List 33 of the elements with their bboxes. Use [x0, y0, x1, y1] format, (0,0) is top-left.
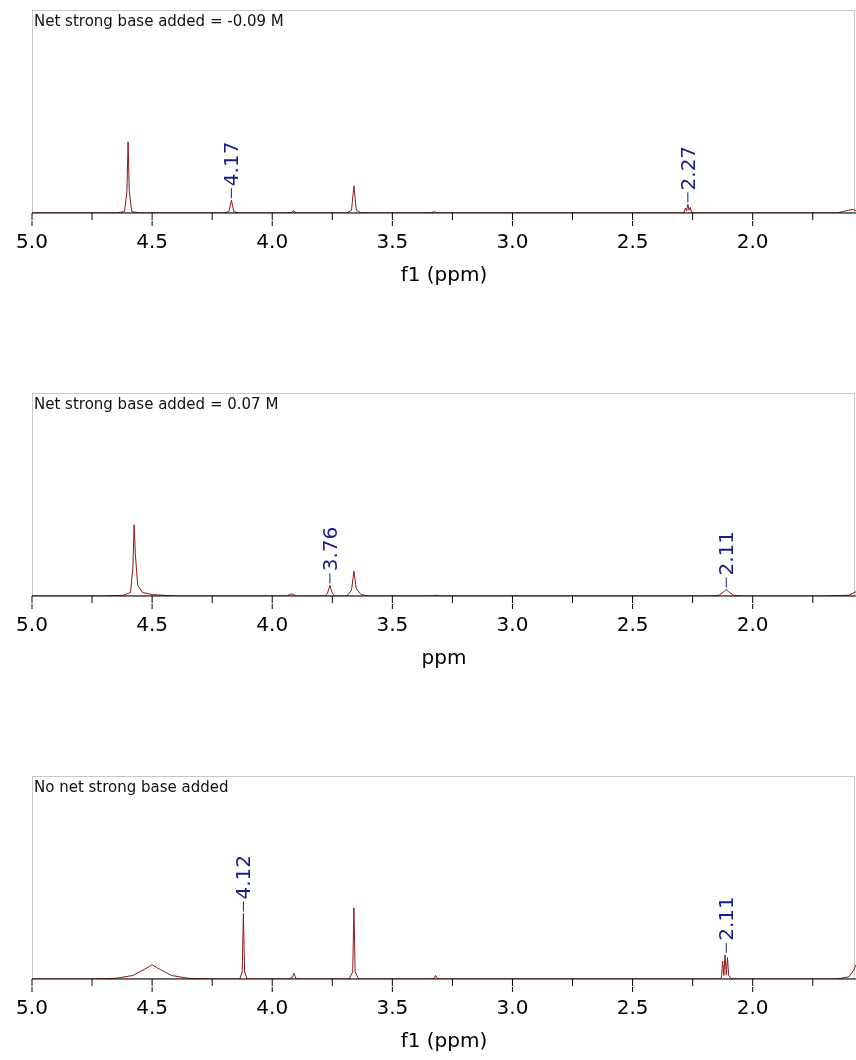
chart-title: No net strong base added	[34, 778, 229, 796]
x-tick-label: 3.0	[496, 229, 529, 253]
x-axis-title: f1 (ppm)	[400, 1028, 488, 1052]
x-tick-label: 3.5	[376, 229, 409, 253]
x-tick-label: 4.5	[136, 995, 169, 1019]
x-tick-label: 4.0	[256, 995, 289, 1019]
annotation: 3.76	[317, 526, 342, 572]
x-tick-label: 3.5	[376, 995, 409, 1019]
annotation: 2.27	[675, 145, 700, 191]
x-tick-label: 3.5	[376, 612, 409, 636]
x-tick-label: 5.0	[16, 995, 48, 1019]
x-axis-title: ppm	[421, 645, 467, 669]
x-tick-label: 2.0	[736, 612, 769, 636]
x-tick-label: 2.5	[616, 229, 649, 253]
x-tick-label: 2.0	[736, 995, 769, 1019]
x-tick-label: 2.5	[616, 995, 649, 1019]
x-tick-label: 4.0	[256, 612, 289, 636]
x-tick-label: 3.0	[496, 612, 529, 636]
annotation: 4.17	[219, 141, 244, 187]
x-tick-label: 5.0	[16, 229, 48, 253]
chart-title: Net strong base added = 0.07 M	[34, 395, 279, 413]
chart-title: Net strong base added = -0.09 M	[34, 12, 284, 30]
x-tick-label: 2.5	[616, 612, 649, 636]
annotation: 4.12	[231, 854, 256, 900]
annotation: 2.11	[714, 531, 739, 576]
x-tick-label: 4.5	[136, 229, 169, 253]
x-tick-label: 5.0	[16, 612, 48, 636]
x-tick-label: 3.0	[496, 995, 529, 1019]
x-tick-label: 4.5	[136, 612, 169, 636]
x-tick-label: 4.0	[256, 229, 289, 253]
annotation: 2.11	[714, 896, 739, 941]
x-axis-title: f1 (ppm)	[400, 262, 488, 286]
x-tick-label: 2.0	[736, 229, 769, 253]
